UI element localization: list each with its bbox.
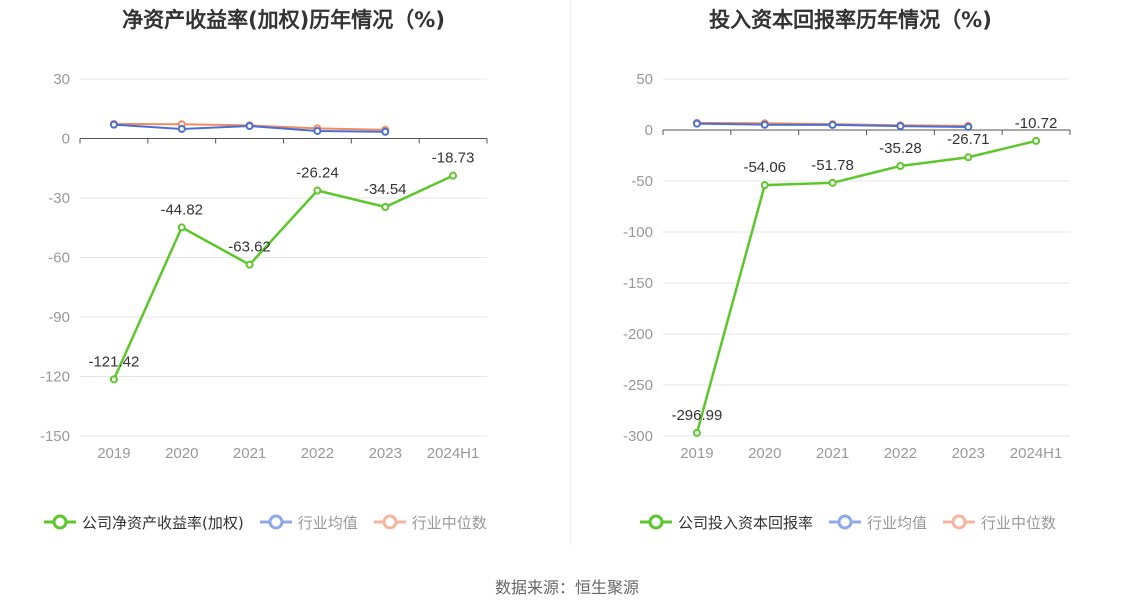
data-label: -34.54 <box>364 181 407 198</box>
y-tick-label: 50 <box>636 71 653 88</box>
data-label: -35.28 <box>879 140 922 157</box>
y-tick-label: -90 <box>48 309 70 326</box>
x-tick-label: 2023 <box>952 445 985 462</box>
legend-roe: 公司净资产收益率(加权) 行业均值 行业中位数 <box>44 511 503 533</box>
legend-item-company-roe[interactable]: 公司净资产收益率(加权) <box>44 512 244 533</box>
x-tick-label: 2022 <box>884 445 917 462</box>
data-label: -63.62 <box>228 239 271 256</box>
data-label: -10.72 <box>1015 115 1058 132</box>
data-point-industry-avg <box>245 122 254 131</box>
data-point-company <box>449 171 458 180</box>
legend-line-circle-icon <box>943 514 976 530</box>
legend-roic: 公司投入资本回报率 行业均值 行业中位数 <box>640 511 1072 533</box>
data-label: -296.99 <box>671 407 722 424</box>
data-label: -18.73 <box>432 150 475 167</box>
data-point-company <box>692 428 701 437</box>
data-point-industry-avg <box>109 120 118 129</box>
legend-item-avg-roe[interactable]: 行业均值 <box>259 512 358 533</box>
data-source-note: 数据来源：恒生聚源 <box>494 578 639 597</box>
data-label: -26.71 <box>947 131 990 148</box>
data-label: -26.24 <box>296 165 339 182</box>
legend-item-company-roic[interactable]: 公司投入资本回报率 <box>640 512 813 533</box>
legend-item-median-roe[interactable]: 行业中位数 <box>373 512 487 533</box>
data-point-company <box>896 161 905 170</box>
x-tick-label: 2021 <box>816 445 849 462</box>
data-label: -51.78 <box>811 157 854 174</box>
data-point-company <box>964 153 973 162</box>
legend-label-company-roic: 公司投入资本回报率 <box>678 513 814 532</box>
data-point-company <box>245 260 254 269</box>
x-tick-label: 2023 <box>369 445 402 462</box>
data-point-company <box>1032 136 1041 145</box>
data-point-industry-avg <box>177 124 186 133</box>
data-point-industry-avg <box>692 119 701 128</box>
x-tick-label: 2019 <box>680 445 713 462</box>
data-point-industry-avg <box>828 120 837 129</box>
chart-title-roic: 投入资本回报率历年情况（%) <box>709 8 992 32</box>
y-tick-label: -30 <box>48 190 70 207</box>
legend-label-company-roe: 公司净资产收益率(加权) <box>82 513 244 532</box>
y-tick-label: -100 <box>623 224 653 241</box>
chart-divider <box>570 0 571 545</box>
y-tick-label: -50 <box>631 173 653 190</box>
data-label: -121.42 <box>88 353 139 370</box>
data-point-industry-avg <box>381 127 390 136</box>
y-tick-label: -150 <box>623 275 653 292</box>
x-tick-label: 2020 <box>748 445 781 462</box>
data-point-industry-avg <box>313 126 322 135</box>
data-label: -44.82 <box>160 201 203 218</box>
data-point-company <box>828 178 837 187</box>
series-line-company <box>112 174 454 380</box>
y-tick-label: -60 <box>48 250 70 267</box>
data-point-industry-avg <box>964 122 973 131</box>
x-tick-label: 2024H1 <box>1010 445 1063 462</box>
data-label: -54.06 <box>743 159 786 176</box>
data-point-company <box>177 223 186 232</box>
y-tick-label: 0 <box>62 131 70 148</box>
legend-line-circle-icon <box>829 514 862 530</box>
x-tick-label: 2020 <box>165 445 198 462</box>
y-tick-label: -120 <box>40 369 70 386</box>
y-tick-label: -150 <box>40 428 70 445</box>
x-tick-label: 2021 <box>233 445 266 462</box>
data-point-company <box>760 181 769 190</box>
y-tick-label: -200 <box>623 326 653 343</box>
legend-label-median-roe: 行业中位数 <box>411 513 487 532</box>
y-tick-label: 0 <box>645 122 653 139</box>
legend-label-avg-roic: 行业均值 <box>867 513 928 532</box>
data-point-industry-avg <box>760 120 769 129</box>
x-tick-label: 2022 <box>301 445 334 462</box>
x-tick-label: 2024H1 <box>427 445 480 462</box>
data-point-company <box>381 203 390 212</box>
legend-label-median-roic: 行业中位数 <box>981 513 1057 532</box>
legend-line-circle-icon <box>44 514 76 530</box>
chart-title-roe: 净资产收益率(加权)历年情况（%) <box>122 8 445 32</box>
data-point-industry-avg <box>896 122 905 131</box>
y-tick-label: -300 <box>623 428 653 445</box>
series-line-company <box>695 139 1037 434</box>
data-point-company <box>313 186 322 195</box>
data-point-company <box>109 375 118 384</box>
y-tick-label: 30 <box>53 71 70 88</box>
legend-line-circle-icon <box>259 514 292 530</box>
legend-line-circle-icon <box>373 514 406 530</box>
y-tick-label: -250 <box>623 377 653 394</box>
x-tick-label: 2019 <box>97 445 130 462</box>
legend-item-avg-roic[interactable]: 行业均值 <box>829 512 927 533</box>
legend-item-median-roic[interactable]: 行业中位数 <box>943 512 1056 533</box>
legend-label-avg-roe: 行业均值 <box>297 513 358 532</box>
legend-line-circle-icon <box>640 514 672 530</box>
